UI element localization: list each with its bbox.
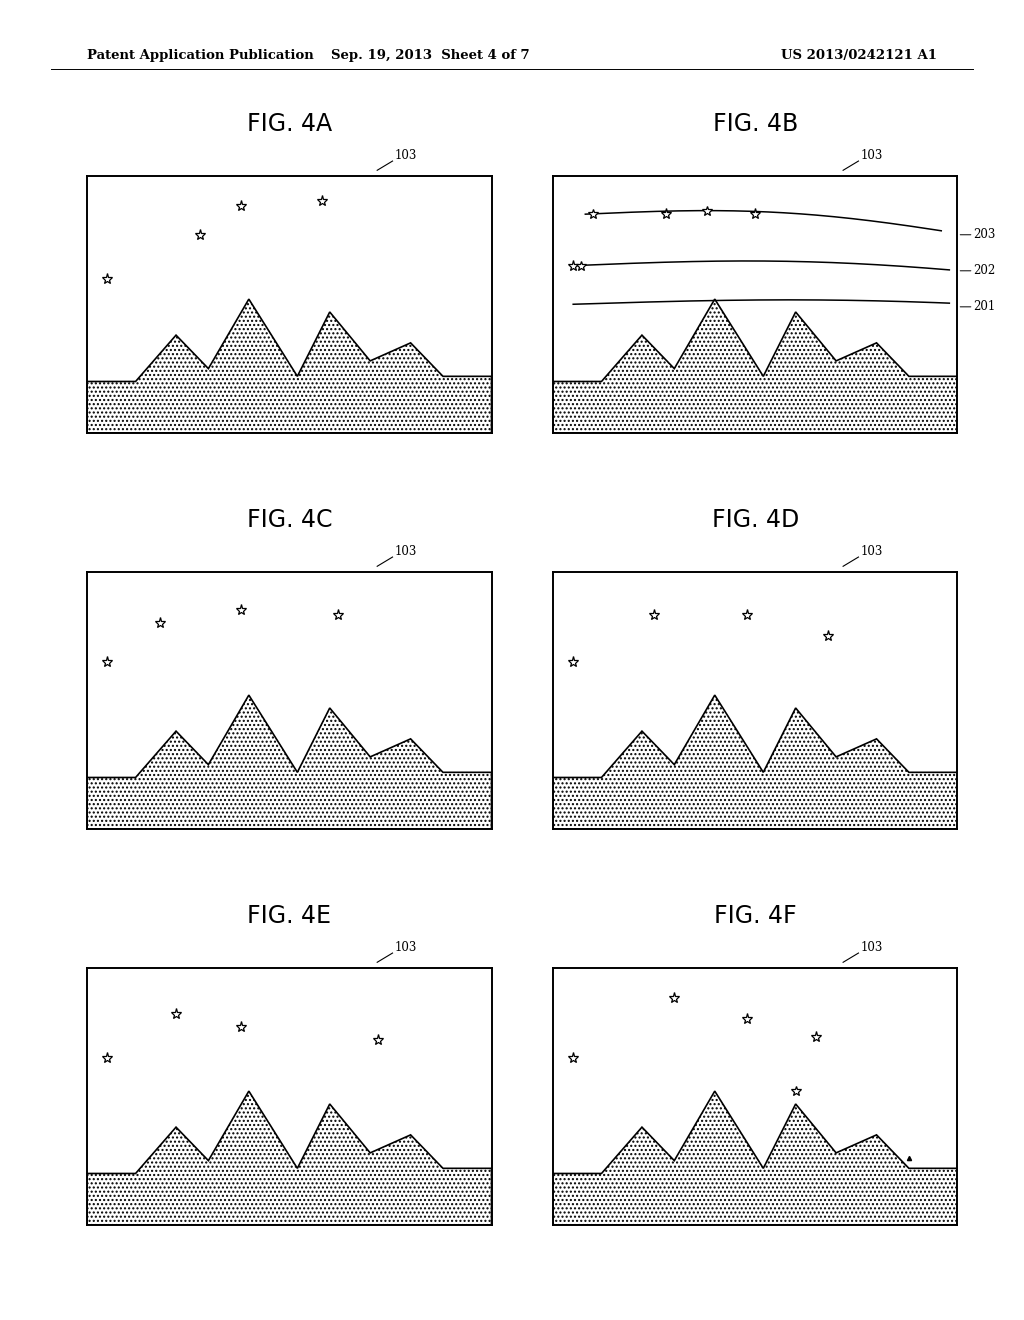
Text: 103: 103 xyxy=(860,545,883,558)
Text: 103: 103 xyxy=(394,149,417,162)
Polygon shape xyxy=(553,1092,957,1225)
Text: FIG. 4C: FIG. 4C xyxy=(247,508,332,532)
Text: US 2013/0242121 A1: US 2013/0242121 A1 xyxy=(781,49,937,62)
Polygon shape xyxy=(87,300,492,433)
Text: FIG. 4D: FIG. 4D xyxy=(712,508,799,532)
Polygon shape xyxy=(87,696,492,829)
Polygon shape xyxy=(553,300,957,433)
Text: 202: 202 xyxy=(974,264,996,277)
Text: 103: 103 xyxy=(860,149,883,162)
Text: 201: 201 xyxy=(974,301,996,313)
Text: Patent Application Publication: Patent Application Publication xyxy=(87,49,313,62)
Text: FIG. 4F: FIG. 4F xyxy=(714,904,797,928)
Text: FIG. 4E: FIG. 4E xyxy=(247,904,332,928)
Text: Sep. 19, 2013  Sheet 4 of 7: Sep. 19, 2013 Sheet 4 of 7 xyxy=(331,49,529,62)
Polygon shape xyxy=(553,696,957,829)
Text: FIG. 4B: FIG. 4B xyxy=(713,112,798,136)
Text: FIG. 4A: FIG. 4A xyxy=(247,112,332,136)
Polygon shape xyxy=(87,1092,492,1225)
Text: 103: 103 xyxy=(394,941,417,954)
Text: 203: 203 xyxy=(974,228,996,242)
Text: 103: 103 xyxy=(860,941,883,954)
Text: 103: 103 xyxy=(394,545,417,558)
